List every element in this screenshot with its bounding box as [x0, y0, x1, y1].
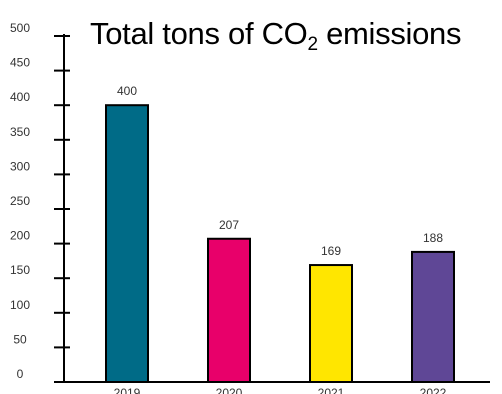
bar-2021	[309, 264, 353, 383]
y-tick-label-0: 0	[17, 367, 24, 381]
category-label-2022: 2022	[420, 386, 447, 394]
y-tick-label-400: 400	[10, 90, 30, 104]
chart-title-suffix: emissions	[317, 16, 462, 51]
bar-2020	[207, 237, 251, 383]
bars-group	[105, 104, 455, 383]
y-tick-label-200: 200	[10, 229, 30, 243]
value-labels-group: 400 207 169 188	[117, 84, 443, 258]
value-label-2020: 207	[219, 218, 239, 232]
value-label-2021: 169	[321, 244, 341, 258]
category-labels-group: 2019 2020 2021 2022	[114, 386, 447, 394]
y-tick-label-500: 500	[10, 21, 30, 35]
category-label-2020: 2020	[216, 386, 243, 394]
y-axis-ticks: 0 50 100 150 200 250 300 350 400 450 500	[10, 21, 70, 383]
y-tick-label-450: 450	[10, 56, 30, 70]
chart-title: Total tons of CO2 emissions	[90, 16, 462, 55]
bar-2022	[411, 250, 455, 383]
value-label-2022: 188	[423, 231, 443, 245]
y-tick-label-350: 350	[10, 125, 30, 139]
y-tick-label-250: 250	[10, 194, 30, 208]
y-tick-label-100: 100	[10, 298, 30, 312]
category-label-2021: 2021	[318, 386, 345, 394]
chart-title-main: Total tons of CO	[90, 16, 308, 51]
value-label-2019: 400	[117, 84, 137, 98]
y-tick-label-150: 150	[10, 263, 30, 277]
category-label-2019: 2019	[114, 386, 141, 394]
y-tick-label-300: 300	[10, 159, 30, 173]
bar-2019	[105, 104, 149, 383]
y-tick-label-50: 50	[13, 332, 27, 346]
chart-title-subscript: 2	[307, 34, 318, 55]
